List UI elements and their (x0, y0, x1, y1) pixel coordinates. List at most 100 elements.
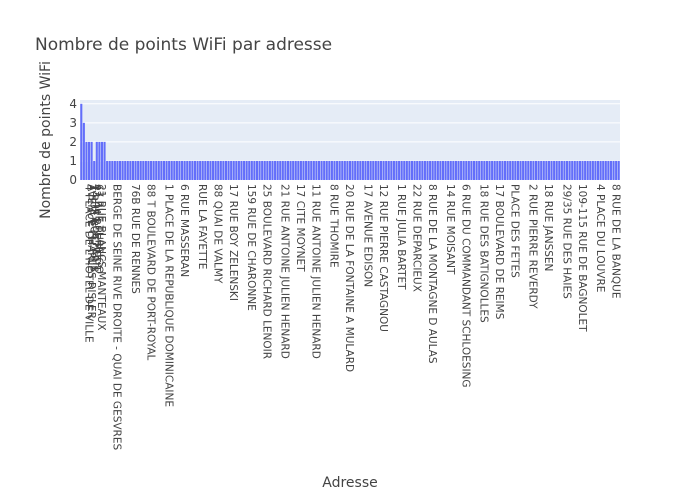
bar[interactable] (547, 160, 550, 180)
bar[interactable] (617, 160, 620, 180)
bar[interactable] (594, 160, 597, 180)
bar[interactable] (408, 160, 411, 180)
bar[interactable] (274, 160, 277, 180)
bar[interactable] (382, 160, 385, 180)
bar[interactable] (534, 160, 538, 180)
bar[interactable] (519, 160, 522, 180)
bar[interactable] (106, 160, 109, 180)
bar[interactable] (284, 160, 287, 180)
bar[interactable] (237, 160, 240, 180)
bar[interactable] (302, 160, 305, 180)
bar[interactable] (224, 160, 228, 180)
bar[interactable] (460, 160, 463, 180)
bar[interactable] (578, 160, 581, 180)
bar[interactable] (299, 160, 302, 180)
bar[interactable] (581, 160, 584, 180)
bar[interactable] (359, 160, 362, 180)
bar[interactable] (206, 160, 209, 180)
bar[interactable] (379, 160, 383, 180)
bar[interactable] (124, 160, 127, 180)
bar[interactable] (155, 160, 158, 180)
bar[interactable] (436, 160, 439, 180)
bar[interactable] (119, 160, 122, 180)
bar[interactable] (80, 103, 83, 180)
bar[interactable] (165, 160, 168, 180)
bar[interactable] (263, 160, 266, 180)
bar[interactable] (516, 160, 519, 180)
bar[interactable] (449, 160, 452, 180)
bar[interactable] (434, 160, 437, 180)
bar[interactable] (137, 160, 140, 180)
bar[interactable] (222, 160, 225, 180)
bar[interactable] (245, 160, 248, 180)
bar[interactable] (522, 160, 525, 180)
bar[interactable] (243, 160, 246, 180)
bar[interactable] (356, 160, 359, 180)
bar[interactable] (566, 160, 569, 180)
bar[interactable] (286, 160, 290, 180)
bar[interactable] (253, 160, 256, 180)
bar[interactable] (400, 160, 403, 180)
bar[interactable] (609, 160, 612, 180)
bar[interactable] (147, 160, 150, 180)
bar[interactable] (201, 160, 204, 180)
bar[interactable] (294, 160, 297, 180)
bar[interactable] (108, 160, 111, 180)
bar[interactable] (506, 160, 509, 180)
bar[interactable] (472, 160, 476, 180)
bar[interactable] (170, 160, 173, 180)
bar[interactable] (429, 160, 432, 180)
bar[interactable] (181, 160, 184, 180)
bar[interactable] (607, 160, 610, 180)
bar[interactable] (589, 160, 592, 180)
bar[interactable] (333, 160, 336, 180)
bar[interactable] (196, 160, 199, 180)
bar[interactable] (511, 160, 514, 180)
bar[interactable] (317, 160, 321, 180)
bar[interactable] (346, 160, 349, 180)
bar[interactable] (217, 160, 220, 180)
bar[interactable] (320, 160, 323, 180)
bar[interactable] (168, 160, 171, 180)
bar[interactable] (230, 160, 233, 180)
bar[interactable] (116, 160, 119, 180)
bar[interactable] (98, 141, 101, 180)
bar[interactable] (416, 160, 419, 180)
bar[interactable] (591, 160, 594, 180)
bar[interactable] (532, 160, 535, 180)
bar[interactable] (131, 160, 134, 180)
bar[interactable] (385, 160, 388, 180)
bar[interactable] (480, 160, 483, 180)
bar[interactable] (483, 160, 486, 180)
bar[interactable] (423, 160, 426, 180)
bar[interactable] (178, 160, 181, 180)
bar[interactable] (493, 160, 496, 180)
bar[interactable] (553, 160, 556, 180)
bar[interactable] (82, 122, 85, 180)
bar[interactable] (615, 160, 618, 180)
bar[interactable] (199, 160, 202, 180)
bar[interactable] (162, 160, 166, 180)
bar[interactable] (266, 160, 269, 180)
bar[interactable] (573, 160, 576, 180)
bar[interactable] (496, 160, 499, 180)
bar[interactable] (418, 160, 421, 180)
bar[interactable] (310, 160, 313, 180)
bar[interactable] (392, 160, 395, 180)
bar[interactable] (279, 160, 282, 180)
bar[interactable] (568, 160, 571, 180)
bar[interactable] (413, 160, 416, 180)
bar[interactable] (398, 160, 401, 180)
bar[interactable] (405, 160, 408, 180)
bar[interactable] (100, 141, 103, 180)
bar[interactable] (121, 160, 124, 180)
bar[interactable] (560, 160, 563, 180)
bar[interactable] (478, 160, 481, 180)
bar[interactable] (212, 160, 215, 180)
bar[interactable] (315, 160, 318, 180)
bar[interactable] (248, 160, 251, 180)
bar[interactable] (372, 160, 375, 180)
bar[interactable] (491, 160, 494, 180)
bar[interactable] (485, 160, 488, 180)
bar[interactable] (292, 160, 295, 180)
